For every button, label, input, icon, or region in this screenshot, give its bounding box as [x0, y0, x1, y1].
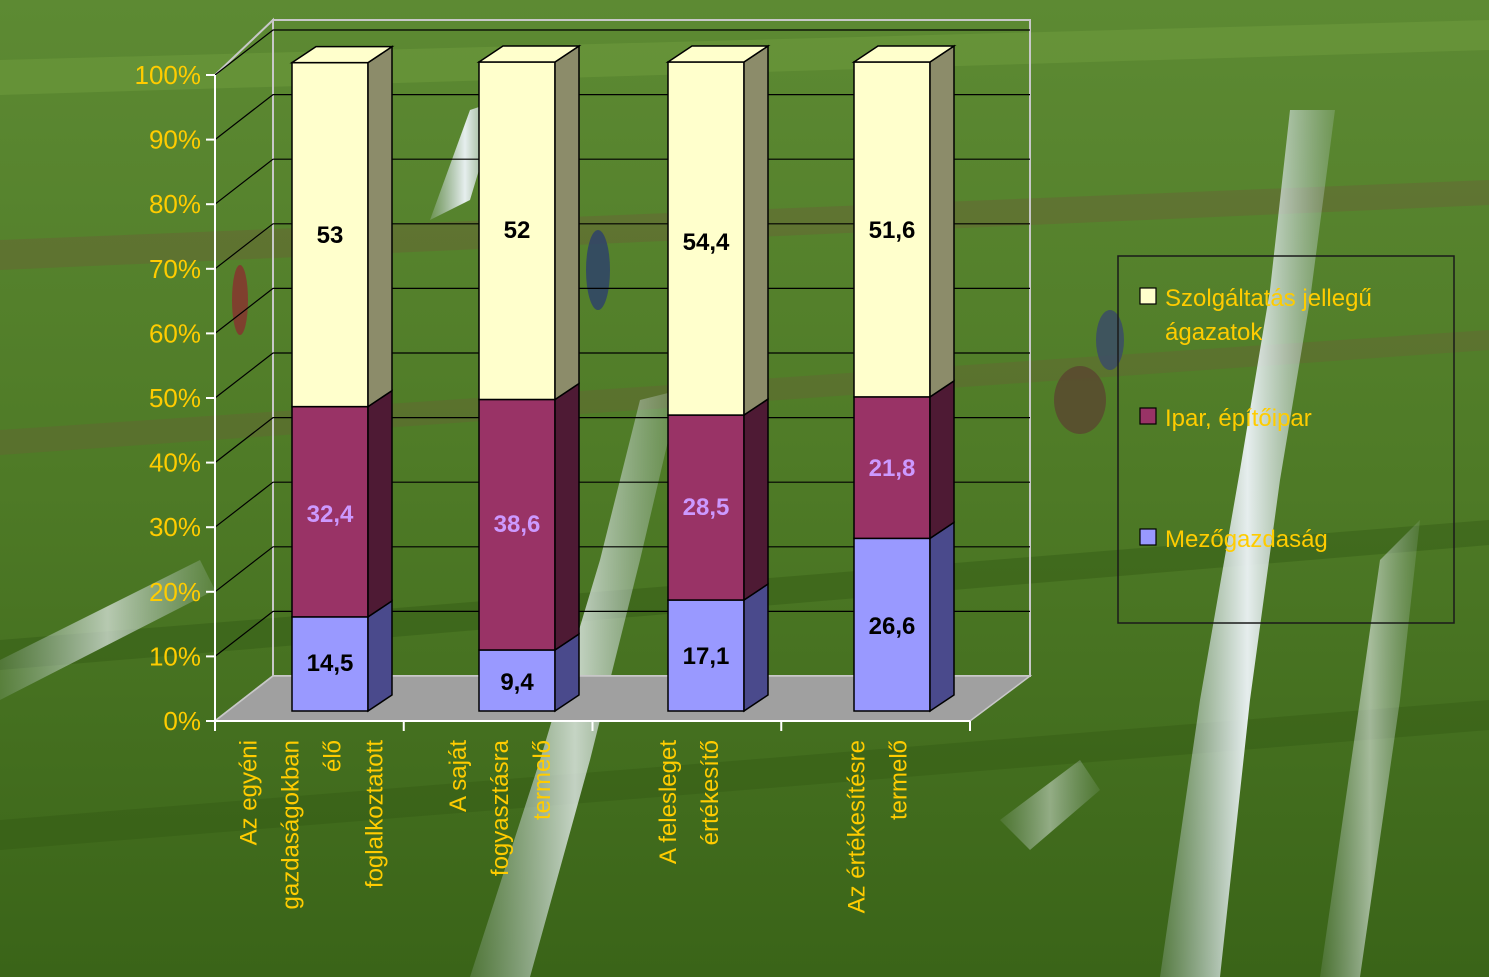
y-tick-label: 0% — [163, 706, 201, 736]
legend-swatch — [1139, 287, 1157, 305]
y-tick-label: 60% — [149, 318, 201, 348]
bar-segment: 14,5 — [291, 599, 393, 713]
gridline — [214, 223, 1030, 270]
bar-side — [929, 520, 955, 713]
gridline — [214, 546, 1030, 593]
data-label: 38,6 — [494, 511, 541, 538]
bar-segment: 51,6 — [851, 44, 957, 399]
bar-side — [554, 44, 580, 401]
gridline — [214, 610, 1030, 657]
x-category-label: A saját — [445, 740, 472, 812]
bar-segment: 54,4 — [665, 44, 771, 417]
data-label: 52 — [504, 217, 531, 244]
bar-side — [929, 379, 955, 540]
bar-front — [478, 398, 556, 651]
data-label: 54,4 — [683, 229, 730, 256]
data-label: 17,1 — [683, 643, 730, 670]
legend-label: ágazatok — [1165, 319, 1263, 346]
x-category-label: termelő — [886, 740, 913, 820]
bar-segment: 21,8 — [853, 379, 955, 540]
data-label: 53 — [317, 222, 344, 249]
bar-segment: 38,6 — [478, 382, 580, 652]
x-axis: Az egyéni gazdaságokban élő foglalkoztatott… — [214, 720, 971, 913]
legend-label: Ipar, építőipar — [1165, 405, 1312, 432]
x-category-label: értékesítő — [697, 740, 724, 845]
bar-segment: 52 — [476, 44, 582, 401]
y-tick-label: 40% — [149, 448, 201, 478]
y-tick-label: 20% — [149, 577, 201, 607]
bar-segment: 32,4 — [291, 389, 393, 619]
bar-side — [743, 397, 769, 602]
gridline — [214, 417, 1030, 464]
legend-label: Szolgáltatás jellegű — [1165, 285, 1372, 312]
x-category-label: Az egyéni — [235, 740, 262, 845]
bar-top — [851, 45, 957, 63]
bar-segment: 53 — [289, 45, 395, 409]
bar-front — [853, 396, 931, 540]
bar-side — [743, 44, 769, 417]
y-tick-label: 80% — [149, 189, 201, 219]
bar-front — [291, 616, 369, 712]
data-label: 26,6 — [869, 613, 916, 640]
bar-side — [929, 44, 955, 399]
bar-side — [743, 582, 769, 713]
y-tick-label: 70% — [149, 254, 201, 284]
legend-label: Mezőgazdaság — [1165, 526, 1328, 553]
y-tick-label: 50% — [149, 383, 201, 413]
legend-box — [1117, 255, 1455, 624]
bar-segment: 28,5 — [667, 397, 769, 602]
data-label: 51,6 — [869, 217, 916, 244]
data-label: 9,4 — [500, 669, 534, 696]
data-label: 28,5 — [683, 494, 730, 521]
gridline — [214, 93, 1030, 141]
y-tick-label: 30% — [149, 512, 201, 542]
bar-side — [367, 599, 393, 713]
x-category-label: termelő — [529, 740, 556, 820]
gridline — [214, 29, 1030, 76]
y-axis: 0% 10% 20% 30% 40% 50% 60% 70% 80% 90% 100% — [135, 60, 216, 736]
legend-swatch — [1139, 407, 1157, 425]
side-wall — [214, 17, 274, 724]
bar-front — [478, 649, 556, 712]
gridline — [214, 352, 1030, 399]
bar-side — [554, 382, 580, 652]
x-category-label: A felesleget — [655, 740, 682, 864]
y-tick-label: 100% — [135, 60, 202, 90]
bar-front — [853, 61, 931, 398]
y-tick-label: 90% — [149, 125, 201, 155]
bar-segment: 26,6 — [853, 520, 955, 713]
bar-side — [367, 45, 393, 409]
gridline — [214, 481, 1030, 528]
bar-side — [367, 389, 393, 619]
y-tick-label: 10% — [149, 641, 201, 671]
data-label: 32,4 — [307, 501, 354, 528]
gridline — [214, 158, 1030, 205]
x-category-label: fogyasztásra — [487, 739, 514, 876]
gridlines — [214, 29, 1030, 657]
bar-front — [291, 405, 369, 618]
bar-top — [665, 45, 771, 63]
x-category-label: élő — [319, 740, 346, 772]
x-category-label: foglalkoztatott — [361, 740, 388, 888]
data-label: 21,8 — [869, 455, 916, 482]
legend: Szolgáltatás jellegű ágazatok Ipar, építői… — [1117, 255, 1455, 624]
bars: 14,5 32,4 53 9,4 38,6 52 17,1 28,5 54,4 26,6 21,8 5… — [289, 44, 957, 713]
data-label: 14,5 — [307, 650, 354, 677]
bar-top — [476, 45, 582, 63]
bar-front — [853, 537, 931, 712]
x-category-label: gazdaságokban — [277, 740, 304, 909]
x-category-label: Az értékesítésre — [844, 740, 871, 913]
bar-segment: 17,1 — [667, 582, 769, 713]
legend-swatch — [1139, 528, 1157, 546]
gridline — [214, 287, 1030, 334]
bar-segment: 9,4 — [478, 632, 580, 713]
bar-top — [289, 45, 395, 64]
